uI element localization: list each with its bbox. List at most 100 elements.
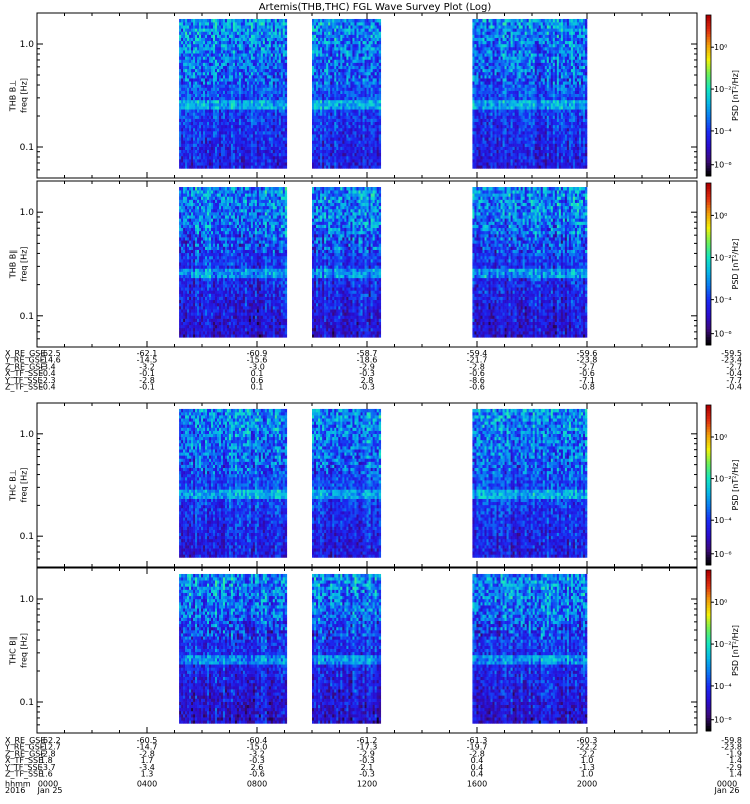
spectrogram-cell: [239, 140, 241, 143]
spectrogram-cell: [316, 156, 318, 159]
spectrogram-cell: [283, 91, 285, 94]
spectrogram-cell: [209, 112, 211, 115]
spectrogram-cell: [229, 131, 231, 134]
spectrogram-cell: [241, 66, 243, 69]
spectrogram-cell: [267, 165, 269, 168]
spectrogram-cell: [281, 28, 283, 31]
spectrogram-cell: [281, 128, 283, 131]
spectrogram-cell: [277, 109, 279, 112]
spectrogram-cell: [209, 75, 211, 78]
spectrogram-cell: [281, 59, 283, 62]
spectrogram-cell: [283, 153, 285, 156]
spectrogram-cell: [195, 147, 197, 150]
spectrogram-cell: [191, 69, 193, 72]
spectrogram-cell: [233, 72, 235, 75]
spectrogram-cell: [225, 28, 227, 31]
spectrogram-cell: [245, 81, 247, 84]
spectrogram-cell: [225, 106, 227, 109]
spectrogram-cell: [371, 159, 373, 162]
spectrogram-cell: [265, 41, 267, 44]
spectrogram-cell: [221, 162, 223, 165]
spectrogram-cell: [267, 44, 269, 47]
spectrogram-cell: [344, 122, 346, 125]
spectrogram-cell: [219, 63, 221, 66]
spectrogram-cell: [203, 63, 205, 66]
spectrogram-cell: [328, 150, 330, 153]
spectrogram-cell: [259, 38, 261, 41]
spectrogram-cell: [273, 84, 275, 87]
spectrogram-cell: [281, 72, 283, 75]
spectrogram-cell: [277, 125, 279, 128]
spectrogram-cell: [312, 165, 314, 168]
spectrogram-cell: [267, 84, 269, 87]
spectrogram-cell: [231, 35, 233, 38]
spectrogram-cell: [237, 50, 239, 53]
spectrogram-cell: [361, 97, 363, 100]
spectrogram-cell: [193, 159, 195, 162]
spectrogram-cell: [241, 128, 243, 131]
spectrogram-cell: [377, 143, 379, 146]
spectrogram-cell: [213, 35, 215, 38]
spectrogram-cell: [229, 59, 231, 62]
spectrogram-cell: [185, 69, 187, 72]
spectrogram-cell: [205, 131, 207, 134]
spectrogram-cell: [187, 22, 189, 25]
spectrogram-cell: [237, 115, 239, 118]
spectrogram-cell: [217, 131, 219, 134]
spectrogram-cell: [352, 109, 354, 112]
spectrogram-cell: [181, 162, 183, 165]
spectrogram-cell: [189, 31, 191, 34]
spectrogram-cell: [261, 87, 263, 90]
spectrogram-cell: [215, 91, 217, 94]
spectrogram-cell: [183, 125, 185, 128]
spectrogram-cell: [281, 131, 283, 134]
spectrogram-cell: [361, 115, 363, 118]
spectrogram-cell: [233, 81, 235, 84]
spectrogram-cell: [253, 131, 255, 134]
spectrogram-cell: [328, 131, 330, 134]
spectrogram-cell: [227, 147, 229, 150]
spectrogram-cell: [229, 25, 231, 28]
spectrogram-cell: [316, 165, 318, 168]
spectrogram-cell: [369, 103, 371, 106]
spectrogram-cell: [379, 150, 381, 153]
spectrogram-cell: [275, 150, 277, 153]
spectrogram-cell: [371, 153, 373, 156]
spectrogram-cell: [365, 115, 367, 118]
spectrogram-cell: [179, 91, 181, 94]
spectrogram-cell: [229, 103, 231, 106]
spectrogram-cell: [191, 81, 193, 84]
spectrogram-cell: [237, 159, 239, 162]
spectrogram-cell: [371, 106, 373, 109]
spectrogram-cell: [231, 140, 233, 143]
spectrogram-cell: [239, 47, 241, 50]
spectrogram-cell: [201, 119, 203, 122]
spectrogram-cell: [277, 53, 279, 56]
spectrogram-cell: [213, 53, 215, 56]
spectrogram-cell: [283, 31, 285, 34]
spectrogram-cell: [237, 147, 239, 150]
spectrogram-cell: [181, 122, 183, 125]
spectrogram-cell: [235, 128, 237, 131]
spectrogram-cell: [205, 122, 207, 125]
spectrogram-cell: [193, 22, 195, 25]
spectrogram-cell: [285, 134, 287, 137]
spectrogram-cell: [255, 41, 257, 44]
spectrogram-cell: [215, 122, 217, 125]
spectrogram-cell: [342, 109, 344, 112]
spectrogram-cell: [181, 103, 183, 106]
spectrogram-cell: [369, 131, 371, 134]
spectrogram-cell: [213, 137, 215, 140]
spectrogram-cell: [243, 112, 245, 115]
spectrogram-cell: [243, 63, 245, 66]
spectrogram-cell: [203, 22, 205, 25]
spectrogram-cell: [267, 81, 269, 84]
spectrogram-cell: [199, 153, 201, 156]
spectrogram-cell: [281, 143, 283, 146]
spectrogram-cell: [279, 143, 281, 146]
spectrogram-cell: [187, 115, 189, 118]
spectrogram-cell: [271, 100, 273, 103]
spectrogram-cell: [241, 109, 243, 112]
spectrogram-cell: [227, 38, 229, 41]
spectrogram-cell: [267, 91, 269, 94]
